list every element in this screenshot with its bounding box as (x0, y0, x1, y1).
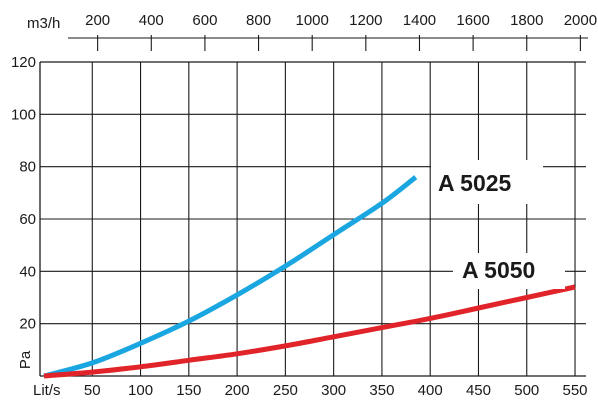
y-tick-label-20: 20 (19, 316, 36, 333)
series-line-a-5025 (43, 175, 418, 379)
x-unit-label: Lit/s (33, 382, 61, 399)
series-label-a5025: A 5025 (438, 170, 512, 196)
x-tick-label-150: 150 (176, 382, 201, 399)
secondary-x-tick-label-1400: 1400 (403, 12, 436, 29)
y-tick-label-40: 40 (19, 263, 36, 280)
secondary-x-axis: 200 400 600 800 1000 1200 1400 1600 1800 2000 (68, 12, 597, 51)
y-tick-label-80: 80 (19, 159, 36, 176)
secondary-x-tick-label-1800: 1800 (510, 12, 543, 29)
x-tick-label-200: 200 (225, 382, 250, 399)
x-tick-label-500: 500 (514, 382, 539, 399)
series-label-a5050: A 5050 (462, 257, 535, 283)
x-tick-label-100: 100 (128, 382, 153, 399)
x-tick-label-50: 50 (84, 382, 101, 399)
secondary-x-tick-label-800: 800 (246, 12, 271, 29)
y-tick-label-120: 120 (11, 54, 36, 71)
x-tick-label-250: 250 (273, 382, 298, 399)
tick-labels: 50 100 150 200 250 300 350 400 450 500 550 20 40 60 80… (11, 54, 588, 399)
x-tick-label-400: 400 (418, 382, 443, 399)
y-tick-label-60: 60 (19, 211, 36, 228)
x-tick-label-350: 350 (369, 382, 394, 399)
series-label-bg-a5050 (453, 253, 565, 289)
series-line-a-5050 (43, 284, 576, 379)
secondary-x-tick-label-2000: 2000 (564, 12, 597, 29)
series-group (43, 175, 576, 379)
secondary-x-tick-label-1200: 1200 (349, 12, 382, 29)
secondary-x-tick-label-1000: 1000 (296, 12, 329, 29)
secondary-x-tick-label-400: 400 (139, 12, 164, 29)
y-tick-label-100: 100 (11, 106, 36, 123)
x-tick-label-300: 300 (321, 382, 346, 399)
secondary-x-tick-label-1600: 1600 (456, 12, 489, 29)
secondary-x-unit-label: m3/h (27, 15, 60, 32)
secondary-x-tick-label-600: 600 (192, 12, 217, 29)
secondary-x-tick-label-200: 200 (85, 12, 110, 29)
x-tick-label-550: 550 (563, 382, 588, 399)
series-label-bg-a5025 (431, 160, 543, 204)
x-tick-label-450: 450 (466, 382, 491, 399)
y-unit-label: Pa (17, 350, 34, 369)
grid (39, 61, 586, 377)
